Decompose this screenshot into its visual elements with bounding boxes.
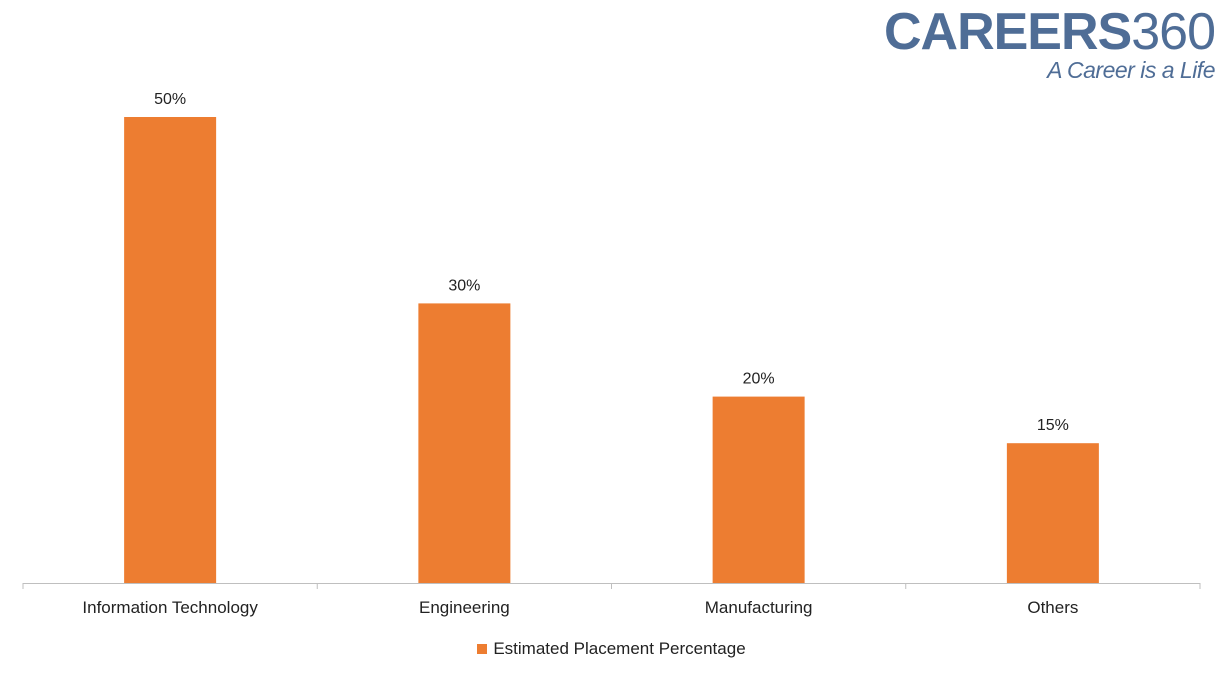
data-label: 20% xyxy=(743,371,775,388)
data-label: 15% xyxy=(1037,417,1069,434)
x-tick-label: Information Technology xyxy=(82,598,258,617)
bar-engineering xyxy=(418,303,511,583)
chart-legend: Estimated Placement Percentage xyxy=(0,639,1223,659)
legend-label: Estimated Placement Percentage xyxy=(493,639,746,658)
logo-number: 360 xyxy=(1131,3,1216,61)
data-label: 50% xyxy=(154,91,186,108)
logo-word: CAREERS xyxy=(883,3,1132,61)
logo-wordmark: CAREERS360 xyxy=(883,3,1216,61)
careers360-logo: CAREERS360 A Career is a Life xyxy=(883,3,1216,83)
bar-information-technology xyxy=(124,117,217,583)
logo-tagline: A Career is a Life xyxy=(1047,57,1215,83)
data-label: 30% xyxy=(448,277,480,294)
x-tick-label: Others xyxy=(1027,598,1078,617)
bar-others xyxy=(1006,443,1099,583)
legend-swatch xyxy=(477,643,488,654)
x-tick-label: Engineering xyxy=(419,598,510,617)
x-tick-label: Manufacturing xyxy=(705,598,813,617)
bar-manufacturing xyxy=(712,396,805,583)
